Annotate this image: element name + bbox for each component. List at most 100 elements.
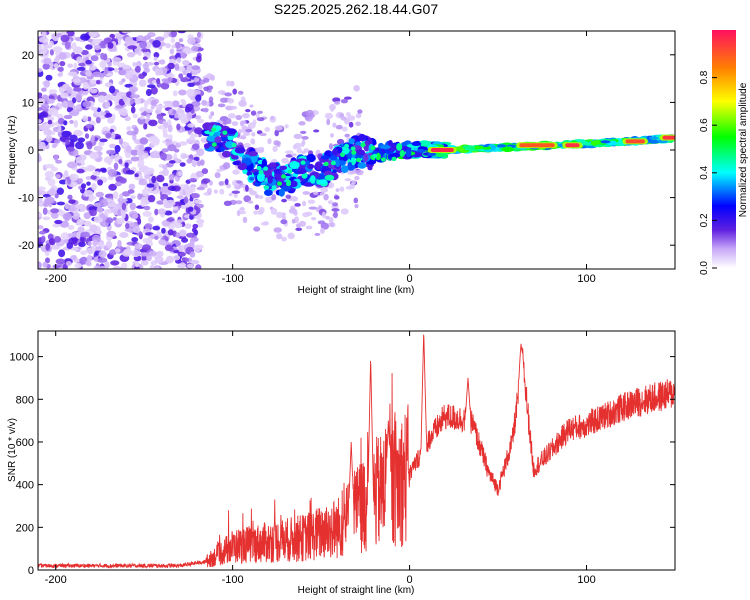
spectrogram-noise-blob (85, 44, 93, 50)
spectrogram-noise-blob (65, 261, 72, 266)
spectrogram-ridge-blob (289, 180, 298, 188)
spectrogram-noise-blob (92, 71, 102, 78)
spectrogram-noise-blob (178, 89, 187, 96)
spectrogram-noise-blob (185, 188, 193, 196)
spectrogram-scatter-blob (238, 100, 247, 107)
spectrogram-scatter-blob (334, 101, 341, 105)
spectrogram-noise-blob (54, 219, 63, 225)
spectrogram-bright-spot (350, 146, 356, 151)
spectrogram-noise-blob (53, 63, 59, 69)
spectrogram-ridge-blob (320, 155, 330, 160)
spectrogram-noise-blob (95, 116, 101, 124)
spectrogram-noise-blob (153, 61, 160, 66)
spectrogram-noise-blob (124, 162, 129, 168)
spectrogram-noise-blob (178, 38, 184, 43)
spectrogram-noise-blob (99, 213, 105, 219)
spectrogram-noise-blob (101, 111, 106, 116)
spectrogram-noise-blob (66, 86, 73, 94)
spectrogram-noise-blob (90, 135, 95, 143)
spectrogram-scatter-blob (281, 198, 287, 203)
spectrogram-scatter-blob (290, 196, 298, 202)
spectrogram-noise-blob (124, 71, 133, 80)
spectrogram-noise-blob (128, 183, 136, 190)
spectrogram-ridge-blob (396, 143, 403, 151)
spectrogram-noise-blob (179, 262, 186, 269)
spectrogram-noise-blob (43, 57, 52, 65)
spectrogram-noise-blob (38, 67, 43, 73)
spectrogram-noise-blob (52, 223, 60, 228)
spectrogram-bright-spot (300, 160, 306, 165)
spectrogram-noise-blob (132, 113, 138, 119)
spectrogram-noise-blob (176, 123, 181, 131)
spectrogram-noise-blob (77, 226, 85, 234)
spectrogram-noise-blob (156, 78, 161, 84)
spectrogram-bright-spot (211, 142, 217, 147)
spectrogram-noise-blob (88, 197, 94, 202)
spectrogram-scatter-blob (320, 192, 324, 197)
spectrogram-noise-blob (167, 229, 174, 236)
spectrogram-noise-blob (39, 230, 46, 235)
spectrogram-ridge-blob (261, 158, 267, 168)
spectrogram-noise-blob (47, 116, 55, 122)
spectrogram-noise-blob (76, 56, 83, 64)
spectrogram-noise-blob (48, 95, 55, 100)
spectrogram-noise-blob (86, 254, 92, 262)
spectrogram-noise-blob (167, 144, 177, 152)
spectrogram-noise-blob (112, 191, 119, 200)
spectrogram-noise-blob (112, 57, 122, 63)
spectrogram-scatter-blob (340, 99, 348, 104)
spectrogram-noise-blob (149, 264, 155, 269)
spectrogram-noise-blob (55, 174, 61, 179)
spectrogram-scatter-blob (245, 109, 251, 113)
spectrogram-ridge-blob (297, 168, 307, 175)
spectrogram-scatter-blob (325, 215, 330, 220)
spectrogram-scatter-blob (285, 194, 292, 199)
spectrogram-noise-blob (82, 81, 89, 90)
spectrogram-scatter-blob (305, 109, 314, 117)
spectrogram-noise-blob (179, 162, 186, 167)
spectrogram-noise-blob (172, 109, 177, 115)
spectrogram-bright-spot (256, 165, 262, 171)
spectrogram-noise-blob (127, 52, 135, 58)
spectrogram-scatter-blob (235, 114, 243, 121)
figure-title: S225.2025.262.18.44.G07 (274, 1, 438, 17)
spectrogram-noise-blob (162, 164, 168, 170)
spectrogram-scatter-blob (231, 121, 239, 126)
spectrogram-scatter-blob (223, 200, 232, 206)
spectrogram-noise-blob (121, 250, 132, 257)
spectrogram-scatter-blob (298, 220, 307, 227)
spectrogram-noise-blob (74, 263, 82, 269)
spectrogram-noise-blob (167, 124, 173, 133)
spectrogram-noise-blob (55, 258, 66, 265)
spectrogram-scatter-blob (253, 210, 258, 215)
spectrogram-noise-blob (142, 62, 150, 70)
spectrogram-scatter-blob (229, 80, 235, 87)
spectrogram-noise-blob (108, 85, 116, 94)
spectrogram-noise-blob (131, 88, 136, 97)
spectrogram-scatter-blob (257, 110, 264, 114)
spectrogram-noise-blob (176, 219, 183, 224)
spectrogram-noise-blob (107, 61, 112, 67)
spectrogram-scatter-blob (264, 127, 271, 132)
spectrogram-noise-blob (141, 188, 149, 197)
spectrogram-noise-blob (141, 260, 149, 266)
spectrogram-ridge-blob (263, 185, 270, 190)
spectrogram-ytick-label: -20 (18, 240, 34, 252)
spectrogram-xtick-label: 0 (407, 273, 413, 285)
spectrogram-scatter-blob (302, 191, 311, 195)
spectrogram-noise-blob (106, 149, 116, 155)
spectrogram-noise-blob (196, 31, 202, 38)
spectrogram-scatter-blob (220, 97, 229, 103)
spectrogram-scatter-blob (219, 188, 225, 195)
spectrogram-noise-blob (38, 44, 43, 50)
snr-frame (37, 330, 676, 571)
spectrogram-scatter-blob (233, 192, 238, 198)
spectrogram-noise-blob (119, 177, 127, 184)
spectrogram-scatter-blob (334, 195, 340, 200)
spectrogram-noise-blob (159, 59, 166, 65)
spectrogram-noise-blob (163, 100, 173, 105)
spectrogram-noise-blob (164, 210, 173, 216)
spectrogram-noise-blob (164, 244, 173, 252)
spectrogram-ridge-blob (380, 144, 391, 150)
spectrogram-noise-blob (120, 112, 129, 116)
